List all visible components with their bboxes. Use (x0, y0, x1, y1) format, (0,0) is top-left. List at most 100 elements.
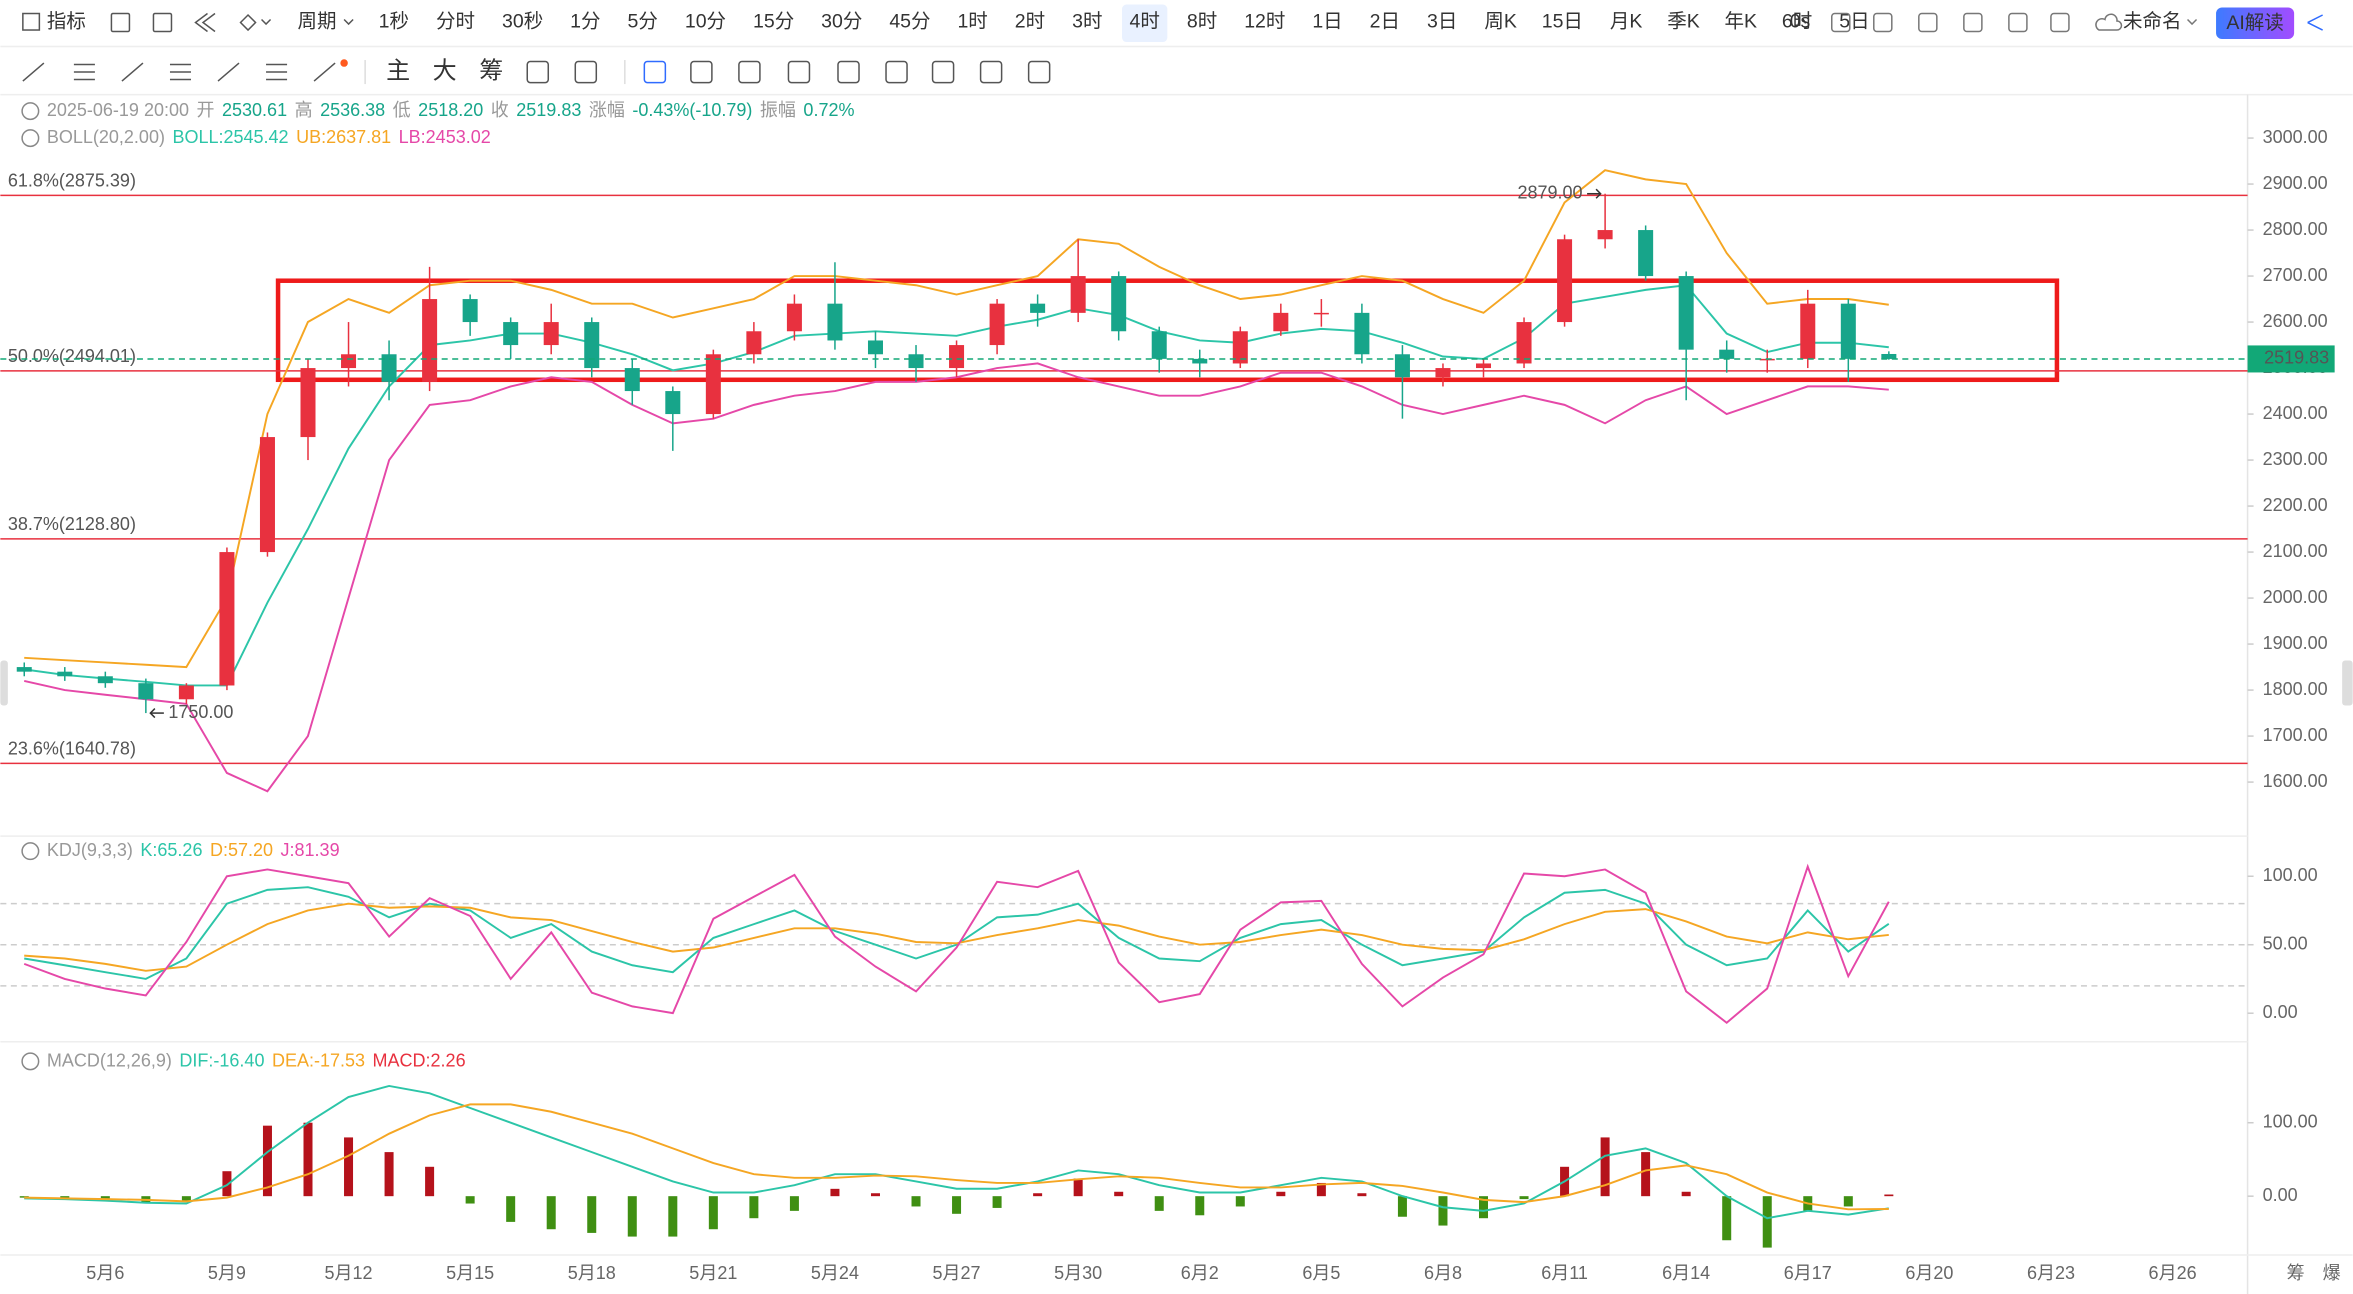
drawing-tool[interactable] (169, 63, 191, 81)
arrow-head (149, 708, 156, 719)
legend-item: 2530.61 (222, 100, 287, 120)
indicator-button[interactable]: 指标 (47, 11, 86, 33)
timeframe[interactable]: 3日 (1427, 11, 1457, 33)
timeframe[interactable]: 1分 (570, 11, 600, 33)
side-handle[interactable] (2342, 660, 2353, 706)
timeframe[interactable]: 5日 (1839, 11, 1869, 33)
y-tick-label: 100.00 (2263, 865, 2318, 885)
drawing-tool[interactable] (643, 60, 667, 84)
macd-bar (1276, 1191, 1286, 1197)
timeframe[interactable]: 6时 (1782, 11, 1812, 33)
macd-bar (789, 1196, 799, 1211)
drawbar-item[interactable]: 筹 (479, 57, 503, 84)
period-button[interactable]: 周期 (298, 11, 337, 33)
timeframe[interactable]: 30分 (821, 11, 862, 33)
timeframe[interactable]: 4时 (1130, 11, 1160, 33)
annotation-label: 1750.00 (168, 702, 233, 722)
y-tick-label: 50.00 (2263, 933, 2308, 953)
timeframe[interactable]: 月K (1610, 11, 1643, 33)
ai-button-label[interactable]: AI解读 (2226, 12, 2283, 34)
drawing-tool[interactable] (313, 62, 336, 82)
timeframe[interactable]: 8时 (1187, 11, 1217, 33)
tool-icon[interactable] (2050, 12, 2070, 33)
drawing-tool[interactable] (22, 62, 45, 82)
chevron[interactable] (2187, 18, 2198, 26)
legend-item: KDJ(9,3,3) (47, 840, 133, 860)
drawing-tool[interactable] (574, 60, 598, 84)
timeframe[interactable]: 3时 (1072, 11, 1102, 33)
drawing-tool[interactable] (979, 60, 1003, 84)
macd-bar (181, 1196, 191, 1201)
timeframe[interactable]: 1日 (1312, 11, 1342, 33)
collapse-icon[interactable] (21, 1052, 40, 1071)
collapse-icon[interactable] (21, 842, 40, 861)
tool-icon[interactable] (1873, 12, 1893, 33)
drawing-tool[interactable] (738, 60, 761, 84)
drawing-tool[interactable] (931, 60, 955, 84)
timeframe[interactable]: 1时 (957, 11, 987, 33)
drawing-tool[interactable] (885, 60, 908, 84)
timeframe[interactable]: 2时 (1015, 11, 1045, 33)
timeframe[interactable]: 年K (1725, 11, 1758, 33)
candle-body (786, 303, 802, 332)
candle-body (1151, 331, 1167, 359)
drawbar-item[interactable]: 大 (433, 57, 457, 84)
macd-bar (668, 1196, 678, 1237)
collapse-icon[interactable] (21, 129, 40, 148)
legend-row: 2025-06-19 20:00 开 2530.61 高 2536.38 低 2518.20… (47, 100, 855, 120)
tool-icon[interactable] (1963, 12, 1983, 33)
side-handle[interactable] (0, 660, 8, 706)
y-tick-label: 3000.00 (2263, 127, 2328, 147)
cloud-icon[interactable] (2095, 13, 2123, 31)
collapse-icon[interactable] (21, 102, 40, 121)
timeframe[interactable]: 2日 (1370, 11, 1400, 33)
timeframe[interactable]: 5分 (628, 11, 658, 33)
drawing-tool[interactable] (73, 63, 95, 81)
timer[interactable]: 0s (1790, 11, 1811, 33)
layout-name[interactable]: 未命名 (2123, 11, 2182, 33)
timeframe[interactable]: 30秒 (502, 11, 543, 33)
x-tick-label: 6月26 (2149, 1263, 2197, 1283)
chevron[interactable] (343, 18, 354, 26)
drawing-tool[interactable] (217, 62, 240, 82)
macd-bar (1114, 1191, 1124, 1197)
y-tick-label: 2000.00 (2263, 587, 2328, 607)
macd-bar (222, 1171, 232, 1197)
tool-icon[interactable] (239, 13, 272, 32)
last-price-tag (2247, 345, 2335, 373)
timeframe[interactable]: 15分 (753, 11, 794, 33)
timeframe[interactable]: 分时 (436, 11, 475, 33)
corner-button[interactable]: 筹 (2287, 1263, 2305, 1283)
legend-row: KDJ(9,3,3) K:65.26 D:57.20 J:81.39 (47, 840, 340, 860)
timeframe[interactable]: 周K (1484, 11, 1517, 33)
timeframe[interactable]: 季K (1667, 11, 1700, 33)
tool-icon[interactable] (152, 12, 173, 33)
ai-button[interactable] (2216, 7, 2295, 40)
share-icon[interactable] (2307, 14, 2323, 31)
drawing-tool[interactable] (1027, 60, 1051, 84)
drawing-tool[interactable] (690, 60, 713, 84)
timeframe[interactable]: 10分 (685, 11, 726, 33)
drawing-tool[interactable] (266, 63, 288, 81)
y-tick-label: 2600.00 (2263, 311, 2328, 331)
timeframe[interactable]: 1秒 (379, 11, 409, 33)
timeframe[interactable]: 12时 (1244, 11, 1285, 33)
tool-icon[interactable] (1831, 12, 1851, 33)
drawing-tool[interactable] (787, 60, 811, 84)
fib-level-label: 23.6%(1640.78) (8, 739, 136, 759)
macd-bar (100, 1196, 110, 1200)
tool-icon[interactable] (1918, 12, 1938, 33)
drawbar-item[interactable]: 主 (386, 57, 410, 84)
tool-icon[interactable] (194, 12, 216, 33)
drawing-tool[interactable] (526, 60, 550, 84)
drawing-tool[interactable] (121, 62, 144, 82)
indicator-icon[interactable] (22, 12, 41, 31)
tool-icon[interactable] (2008, 12, 2028, 33)
drawing-tool[interactable] (837, 60, 860, 84)
corner-button[interactable]: 爆 (2323, 1263, 2341, 1283)
arrow-head (1595, 188, 1602, 199)
timeframe[interactable]: 15日 (1542, 11, 1583, 33)
candle-body (259, 437, 275, 553)
timeframe[interactable]: 45分 (889, 11, 930, 33)
tool-icon[interactable] (110, 12, 131, 33)
